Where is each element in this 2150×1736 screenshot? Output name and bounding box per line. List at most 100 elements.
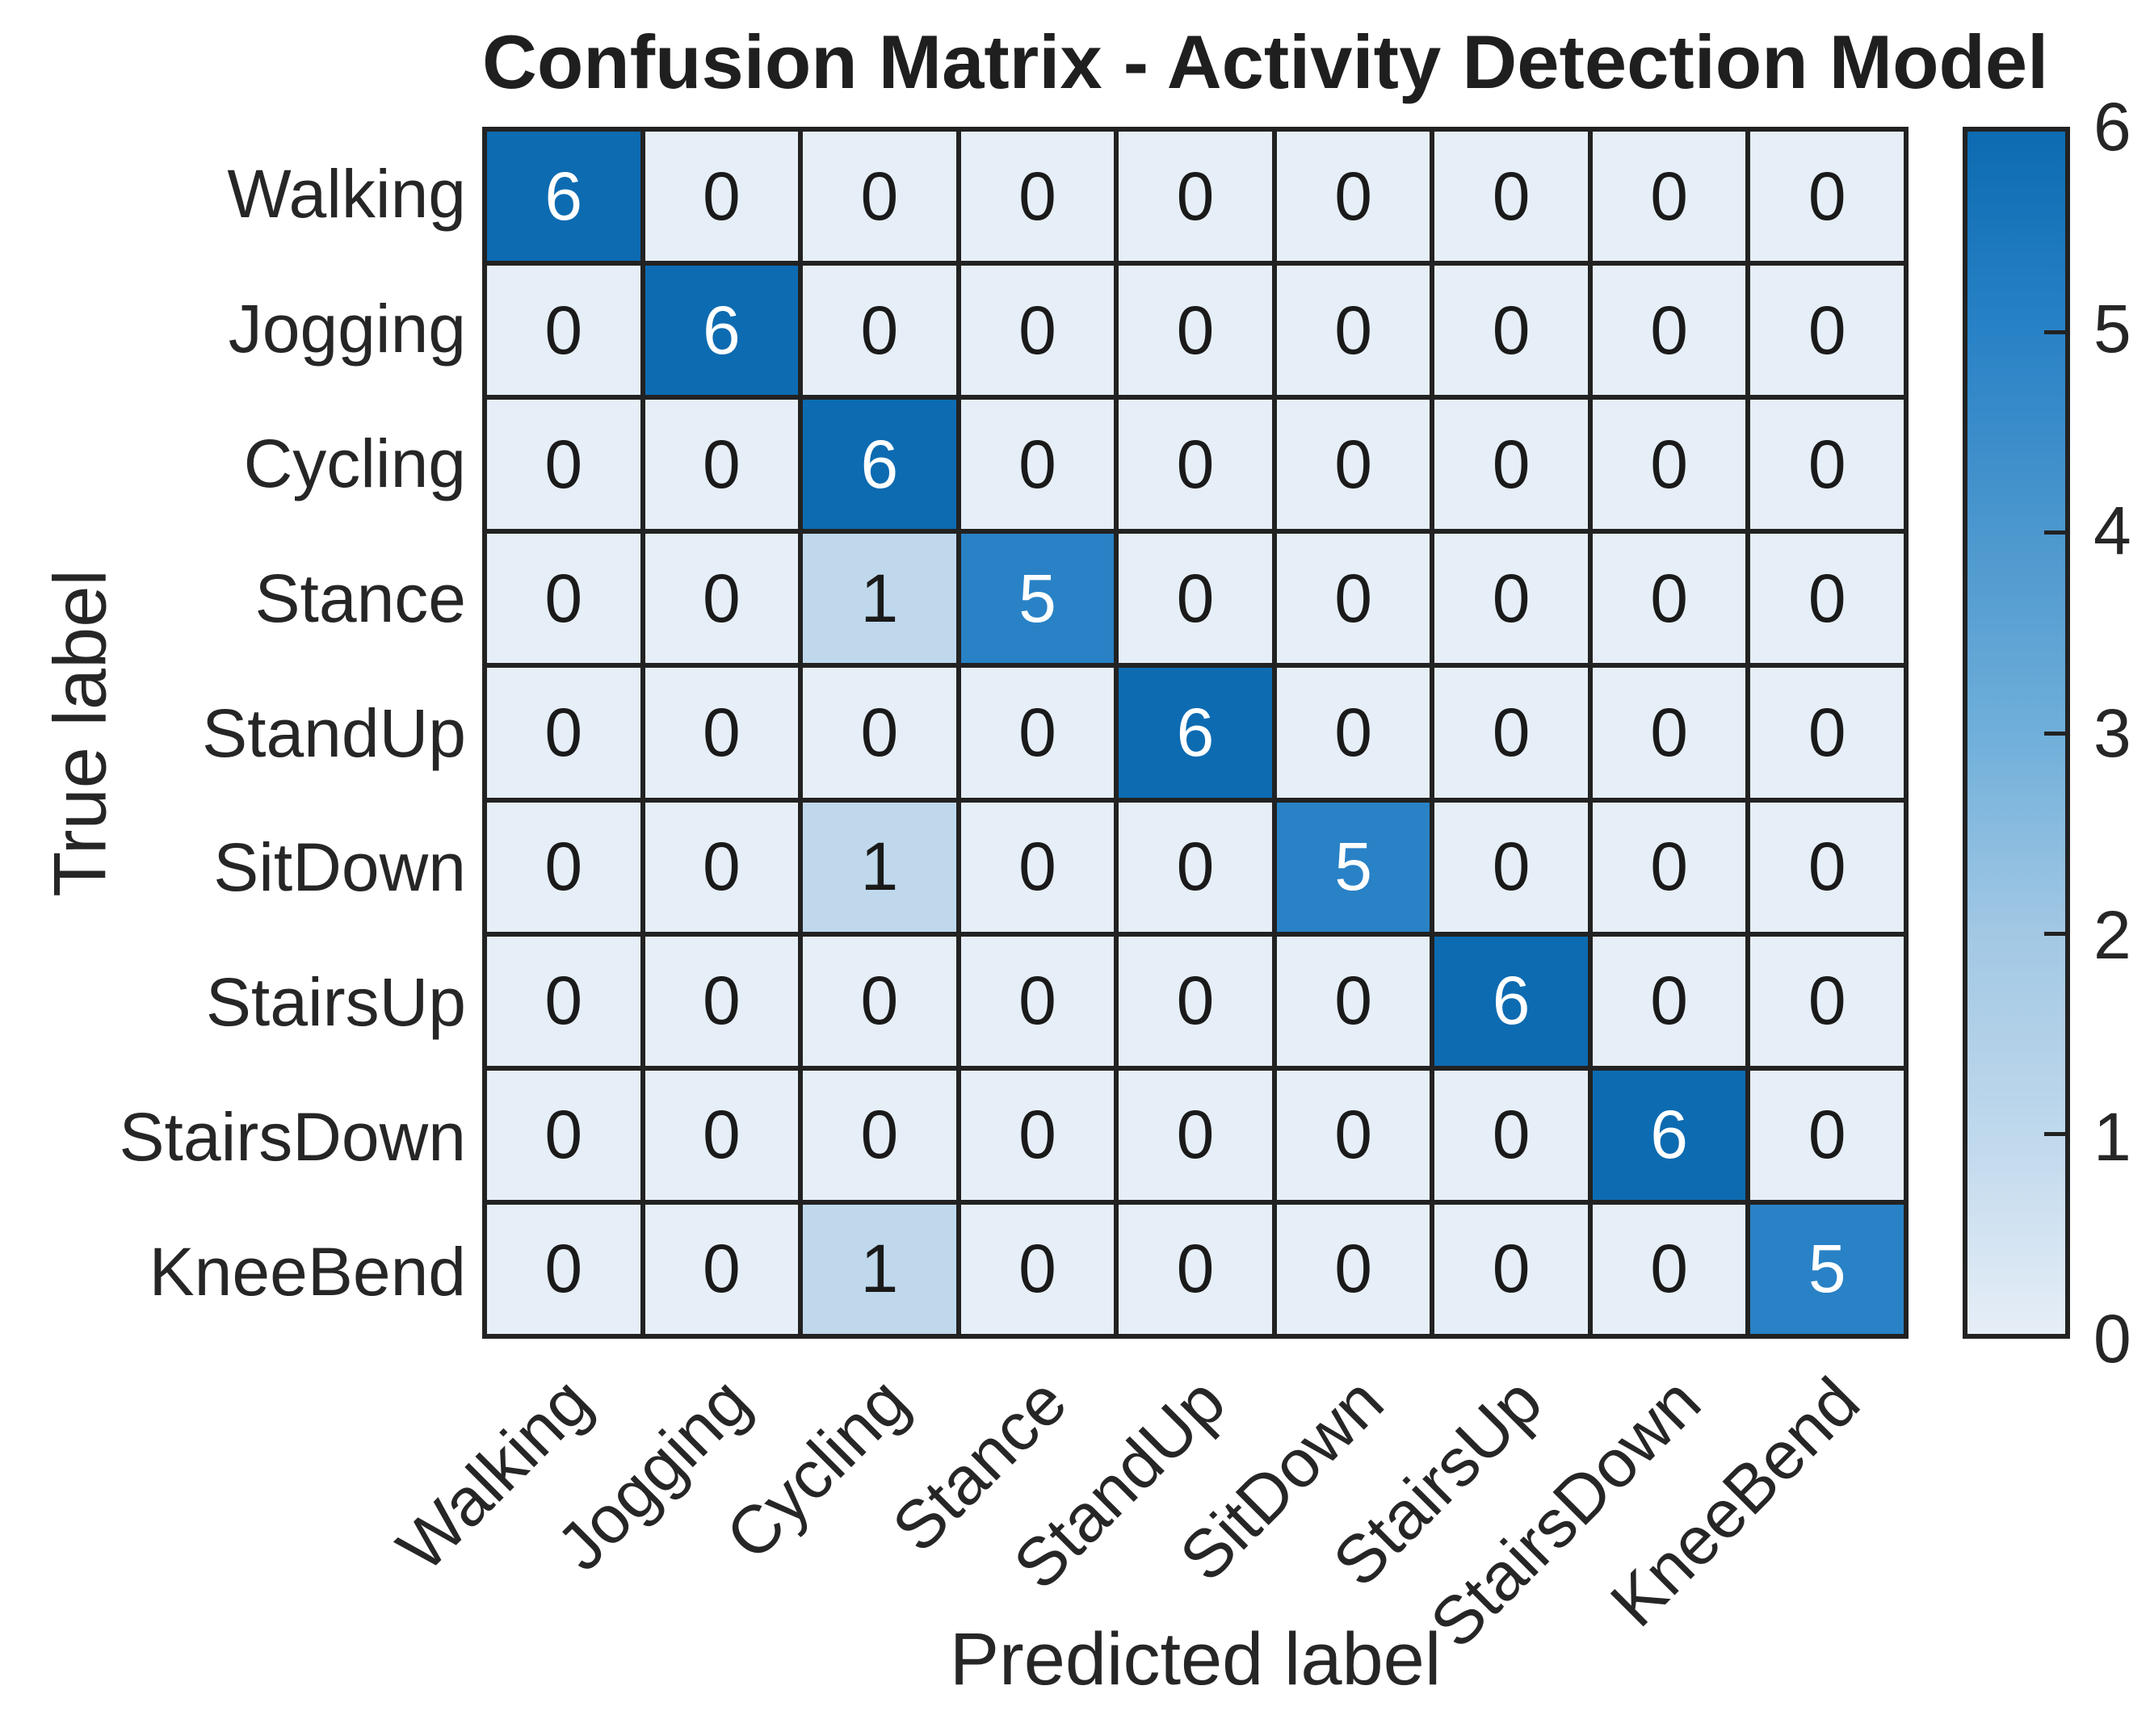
matrix-cell: 0	[960, 132, 1115, 262]
matrix-cell: 0	[1276, 1204, 1430, 1334]
matrix-cell: 0	[1119, 266, 1272, 396]
matrix-cell: 5	[1750, 1204, 1904, 1334]
matrix-cell: 6	[487, 132, 640, 262]
matrix-cell: 0	[960, 400, 1115, 530]
matrix-cell: 0	[1434, 132, 1588, 262]
matrix-cell: 1	[803, 802, 956, 932]
matrix-cell: 0	[1750, 936, 1904, 1066]
matrix-cell: 0	[645, 936, 799, 1066]
matrix-cell: 0	[1434, 266, 1588, 396]
x-tick-label: Cycling	[711, 1363, 923, 1575]
matrix-cell: 0	[1592, 266, 1746, 396]
matrix-cell: 0	[803, 936, 956, 1066]
colorbar-tick-label: 5	[2093, 291, 2131, 367]
matrix-cell: 0	[1592, 400, 1746, 530]
matrix-cell: 0	[1276, 668, 1430, 798]
matrix-cell: 0	[1592, 132, 1746, 262]
matrix-cell: 0	[1119, 1070, 1272, 1200]
matrix-cell: 1	[803, 534, 956, 664]
matrix-cell: 6	[803, 400, 956, 530]
matrix-cell: 0	[1119, 1204, 1272, 1334]
matrix-cell: 0	[1750, 802, 1904, 932]
y-tick-label: Cycling	[243, 425, 466, 501]
matrix-cell: 0	[487, 534, 640, 664]
matrix-cell: 0	[1434, 668, 1588, 798]
matrix-cell: 0	[1592, 1204, 1746, 1334]
y-tick-label: StandUp	[202, 694, 466, 771]
matrix-cell: 0	[645, 1204, 799, 1334]
colorbar-tick-label: 6	[2093, 89, 2131, 165]
matrix-cell: 1	[803, 1204, 956, 1334]
matrix-cell: 0	[1750, 400, 1904, 530]
colorbar	[1963, 127, 2070, 1339]
matrix-cell: 0	[487, 936, 640, 1066]
x-axis-title: Predicted label	[949, 1618, 1442, 1700]
matrix-cell: 0	[960, 802, 1115, 932]
matrix-cell: 0	[803, 1070, 956, 1200]
y-tick-label: StairsUp	[205, 964, 466, 1041]
matrix-cell: 0	[1592, 534, 1746, 664]
matrix-cell: 0	[1119, 802, 1272, 932]
matrix-cell: 0	[1119, 936, 1272, 1066]
matrix-cell: 0	[1750, 668, 1904, 798]
matrix-cell: 0	[645, 400, 799, 530]
matrix-cell: 0	[1119, 132, 1272, 262]
matrix-cell: 0	[487, 1204, 640, 1334]
matrix-cell: 0	[960, 266, 1115, 396]
matrix-cell: 0	[1750, 1070, 1904, 1200]
matrix-cell: 6	[1119, 668, 1272, 798]
matrix-cell: 0	[1276, 400, 1430, 530]
matrix-cell: 0	[487, 668, 640, 798]
y-tick-label: Stance	[254, 560, 466, 636]
matrix-cell: 0	[960, 936, 1115, 1066]
matrix-cell: 0	[1434, 1070, 1588, 1200]
matrix-cell: 0	[1276, 534, 1430, 664]
matrix-cell: 0	[645, 1070, 799, 1200]
matrix-cell: 0	[1434, 1204, 1588, 1334]
colorbar-tick	[2044, 731, 2065, 736]
y-tick-label: SitDown	[213, 829, 466, 906]
colorbar-tick-label: 3	[2093, 694, 2131, 771]
matrix-cell: 0	[1276, 266, 1430, 396]
matrix-cell: 0	[803, 132, 956, 262]
matrix-cell: 0	[645, 534, 799, 664]
colorbar-tick	[2044, 931, 2065, 936]
matrix-cell: 0	[487, 802, 640, 932]
y-tick-label: KneeBend	[149, 1233, 466, 1310]
matrix-cell: 5	[960, 534, 1115, 664]
matrix-cell: 0	[1434, 802, 1588, 932]
matrix-cell: 0	[487, 400, 640, 530]
colorbar-tick-label: 1	[2093, 1098, 2131, 1175]
matrix-cell: 0	[1434, 400, 1588, 530]
matrix-cell: 0	[1750, 132, 1904, 262]
y-tick-label: Walking	[227, 156, 466, 233]
y-tick-label: StairsDown	[119, 1098, 466, 1175]
matrix-cell: 0	[1434, 534, 1588, 664]
matrix-cell: 6	[645, 266, 799, 396]
matrix-cell: 0	[645, 668, 799, 798]
matrix-cell: 0	[1592, 936, 1746, 1066]
matrix-cell: 0	[645, 132, 799, 262]
matrix-cell: 0	[1276, 1070, 1430, 1200]
colorbar-tick-label: 2	[2093, 896, 2131, 973]
matrix-cell: 0	[1119, 400, 1272, 530]
matrix-cell: 0	[1750, 266, 1904, 396]
matrix-cell: 0	[1750, 534, 1904, 664]
chart-title: Confusion Matrix - Activity Detection Mo…	[482, 19, 2049, 104]
matrix-cell: 0	[487, 1070, 640, 1200]
colorbar-tick-label: 0	[2093, 1301, 2131, 1377]
matrix-cell: 0	[645, 802, 799, 932]
matrix-cell: 6	[1434, 936, 1588, 1066]
matrix-cell: 0	[960, 668, 1115, 798]
matrix-cell: 6	[1592, 1070, 1746, 1200]
matrix-cell: 0	[960, 1070, 1115, 1200]
colorbar-tick	[2044, 530, 2065, 535]
colorbar-tick-label: 4	[2093, 493, 2131, 569]
matrix-cell: 0	[1276, 132, 1430, 262]
matrix-cell: 5	[1276, 802, 1430, 932]
matrix-cell: 0	[1276, 936, 1430, 1066]
colorbar-tick	[2044, 1131, 2065, 1136]
matrix-cell: 0	[960, 1204, 1115, 1334]
